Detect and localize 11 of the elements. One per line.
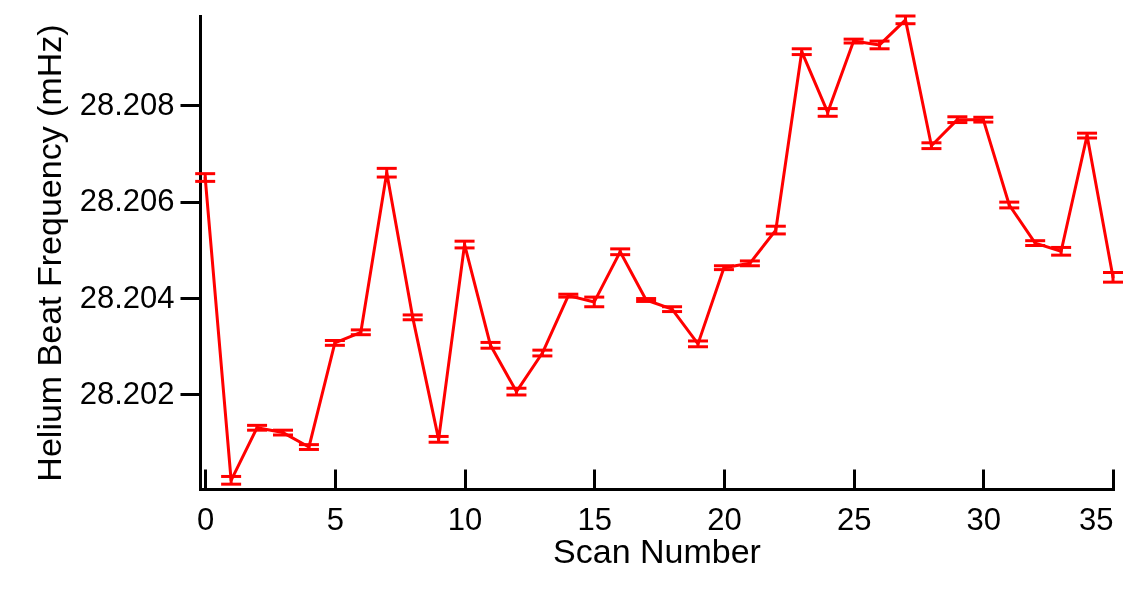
y-tick-label: 28.206 — [79, 183, 175, 219]
x-tick-label: 30 — [966, 501, 1002, 537]
x-tick-label: 10 — [447, 501, 483, 537]
y-tick-label: 28.202 — [79, 376, 175, 411]
y-axis-title: Helium Beat Frequency (mHz) — [29, 24, 68, 482]
y-tick-label: 28.208 — [79, 86, 175, 122]
x-tick-label: 25 — [836, 501, 872, 537]
x-tick-label: 5 — [326, 501, 344, 537]
y-tick-label: 28.204 — [79, 279, 175, 315]
x-tick-label: 35 — [1079, 501, 1114, 537]
x-tick-label: 0 — [197, 501, 215, 537]
